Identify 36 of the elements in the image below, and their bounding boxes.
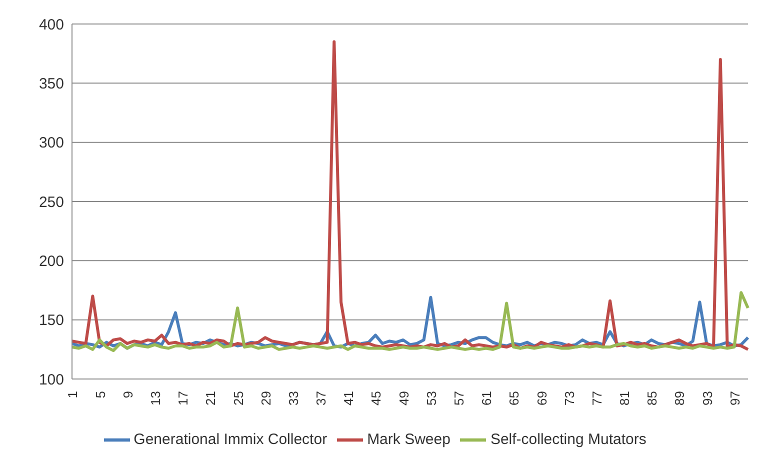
x-tick-label: 37 <box>314 391 329 406</box>
x-tick-label: 73 <box>562 391 577 406</box>
y-tick-label: 200 <box>38 252 64 270</box>
x-tick-label: 29 <box>258 391 274 406</box>
y-tick-label: 150 <box>38 312 64 330</box>
x-tick-label: 93 <box>700 391 715 406</box>
x-tick-label: 49 <box>396 391 412 406</box>
x-tick-label: 21 <box>203 391 218 406</box>
y-tick-label: 300 <box>38 134 64 152</box>
x-tick-label: 33 <box>286 391 301 406</box>
line-series <box>70 40 750 351</box>
y-tick-label: 250 <box>38 194 64 211</box>
x-tick-label: 69 <box>534 391 550 406</box>
x-tick-label: 13 <box>148 391 164 406</box>
x-tick-label: 61 <box>479 391 494 406</box>
legend-label: Self-collecting Mutators <box>490 430 646 448</box>
x-tick-label: 89 <box>672 391 688 406</box>
x-tick-label: 25 <box>230 391 246 406</box>
x-tick-label: 85 <box>644 391 660 406</box>
y-tick-label: 400 <box>38 16 64 34</box>
x-tick-label: 1 <box>65 391 80 398</box>
x-tick-label: 77 <box>589 391 604 406</box>
legend-label: Generational Immix Collector <box>134 430 328 448</box>
y-tick-label: 100 <box>38 371 64 388</box>
x-tick-label: 57 <box>452 391 467 406</box>
x-tick-label: 53 <box>424 391 439 406</box>
x-tick-label: 17 <box>176 391 191 406</box>
x-tick-label: 81 <box>617 391 632 406</box>
x-tick-label: 65 <box>506 391 522 406</box>
y-tick-label: 350 <box>38 75 64 92</box>
x-tick-label: 97 <box>727 391 742 406</box>
legend-label: Mark Sweep <box>367 430 450 448</box>
x-tick-label: 5 <box>92 391 108 398</box>
x-tick-label: 45 <box>368 391 384 406</box>
x-tick-label: 9 <box>120 391 136 398</box>
x-tick-label: 41 <box>341 391 356 406</box>
